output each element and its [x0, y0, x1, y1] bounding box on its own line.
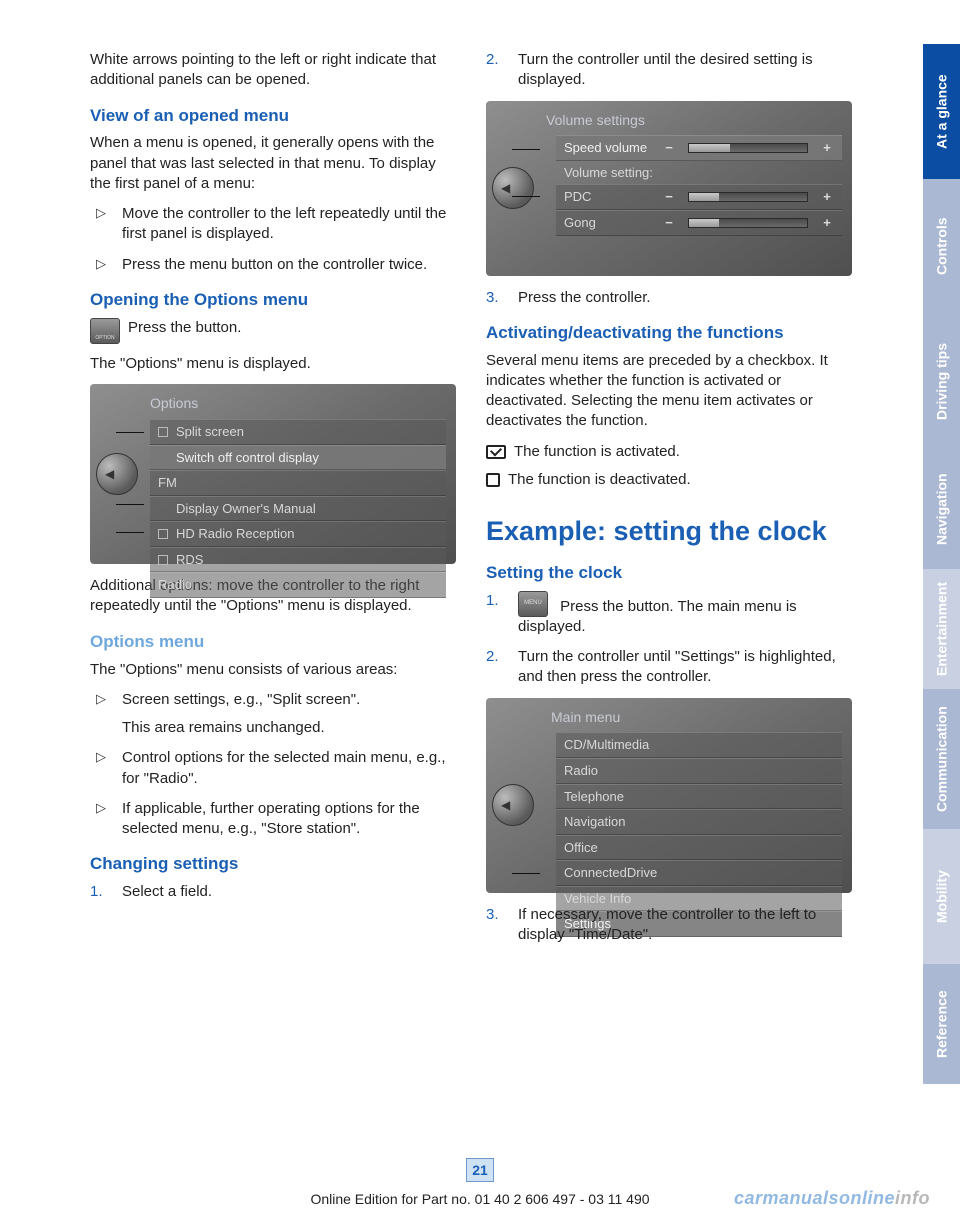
checkbox-checked-icon [486, 445, 506, 459]
manual-page: White arrows pointing to the left or rig… [0, 0, 892, 1222]
shot-row: Gong −+ [556, 210, 842, 236]
intro-text: White arrows pointing to the left or rig… [90, 50, 456, 91]
shot-row: Split screen [150, 419, 446, 445]
idrive-knob-icon [96, 453, 138, 495]
shot-row: Office [556, 835, 842, 861]
bullet-sub: This area remains unchanged. [122, 718, 456, 738]
option-button-icon [90, 318, 120, 344]
step-item: 2.Turn the controller until "Settings" i… [486, 647, 852, 688]
idrive-knob-icon [492, 167, 534, 209]
shot-title: Volume settings [546, 111, 842, 130]
shot-title: Main menu [551, 708, 842, 727]
paragraph: The "Options" menu consists of various a… [90, 660, 456, 680]
bullet-item: Screen settings, e.g., "Split screen". T… [90, 690, 456, 739]
side-tab[interactable]: Communication [923, 689, 960, 829]
shot-row: Telephone [556, 784, 842, 810]
menu-button-icon [518, 591, 548, 617]
side-tab[interactable]: Controls [923, 179, 960, 314]
step-item: 3.Press the controller. [486, 288, 852, 308]
left-column: White arrows pointing to the left or rig… [90, 50, 456, 955]
step-item: 1.Select a field. [90, 882, 456, 902]
side-tab[interactable]: Entertainment [923, 569, 960, 689]
side-tab[interactable]: At a glance [923, 44, 960, 179]
bullet-item: Press the menu button on the controller … [90, 255, 456, 275]
heading-activating: Activating/deactivating the functions [486, 322, 852, 345]
screenshot-main-menu: Main menu CD/Multimedia Radio Telephone … [486, 698, 852, 893]
bullet-item: Move the controller to the left repeated… [90, 204, 456, 245]
step-item: 2.Turn the controller until the desired … [486, 50, 852, 91]
bullet-item: If applicable, further operating options… [90, 799, 456, 840]
shot-row: Navigation [556, 809, 842, 835]
side-tabs: At a glanceControlsDriving tipsNavigatio… [923, 44, 960, 1084]
shot-row: ConnectedDrive [556, 860, 842, 886]
shot-row: Radio [150, 572, 446, 598]
side-tab[interactable]: Driving tips [923, 314, 960, 449]
press-button-text: Press the button. [128, 318, 456, 338]
step-item: 1. Press the button. The main menu is di… [486, 591, 852, 638]
page-number: 21 [466, 1158, 494, 1182]
shot-row: RDS [150, 547, 446, 573]
paragraph: The "Options" menu is displayed. [90, 354, 456, 374]
shot-row: Volume setting: [556, 161, 842, 185]
checkbox-off-row: The function is deactivated. [486, 470, 852, 490]
heading-changing-settings: Changing settings [90, 853, 456, 876]
checkbox-unchecked-icon [486, 473, 500, 487]
side-tab[interactable]: Mobility [923, 829, 960, 964]
shot-row: Speed volume −+ [556, 135, 842, 161]
idrive-knob-icon [492, 784, 534, 826]
checkbox-on-row: The function is activated. [486, 442, 852, 462]
right-column: 2.Turn the controller until the desired … [486, 50, 852, 955]
shot-row: CD/Multimedia [556, 732, 842, 758]
shot-row: HD Radio Reception [150, 521, 446, 547]
paragraph: Several menu items are preceded by a che… [486, 351, 852, 432]
shot-row: Display Owner's Manual [150, 496, 446, 522]
shot-title: Options [150, 394, 446, 413]
screenshot-volume-settings: Volume settings Speed volume −+ Volume s… [486, 101, 852, 276]
shot-row: Switch off control display [150, 445, 446, 471]
heading-options-menu: Options menu [90, 631, 456, 654]
shot-row: Radio [556, 758, 842, 784]
step-item: 3.If necessary, move the controller to t… [486, 905, 852, 946]
heading-opening-options: Opening the Options menu [90, 289, 456, 312]
paragraph: When a menu is opened, it generally open… [90, 133, 456, 194]
shot-row: PDC −+ [556, 184, 842, 210]
bullet-item: Control options for the selected main me… [90, 748, 456, 789]
heading-view-opened-menu: View of an opened menu [90, 105, 456, 128]
side-tab[interactable]: Navigation [923, 449, 960, 569]
watermark: carmanualsonlineinfo [734, 1188, 930, 1209]
heading-setting-clock: Setting the clock [486, 562, 852, 585]
screenshot-options-menu: Options Split screen Switch off control … [90, 384, 456, 564]
heading-example-clock: Example: setting the clock [486, 515, 852, 547]
side-tab[interactable]: Reference [923, 964, 960, 1084]
shot-row: FM [150, 470, 446, 496]
